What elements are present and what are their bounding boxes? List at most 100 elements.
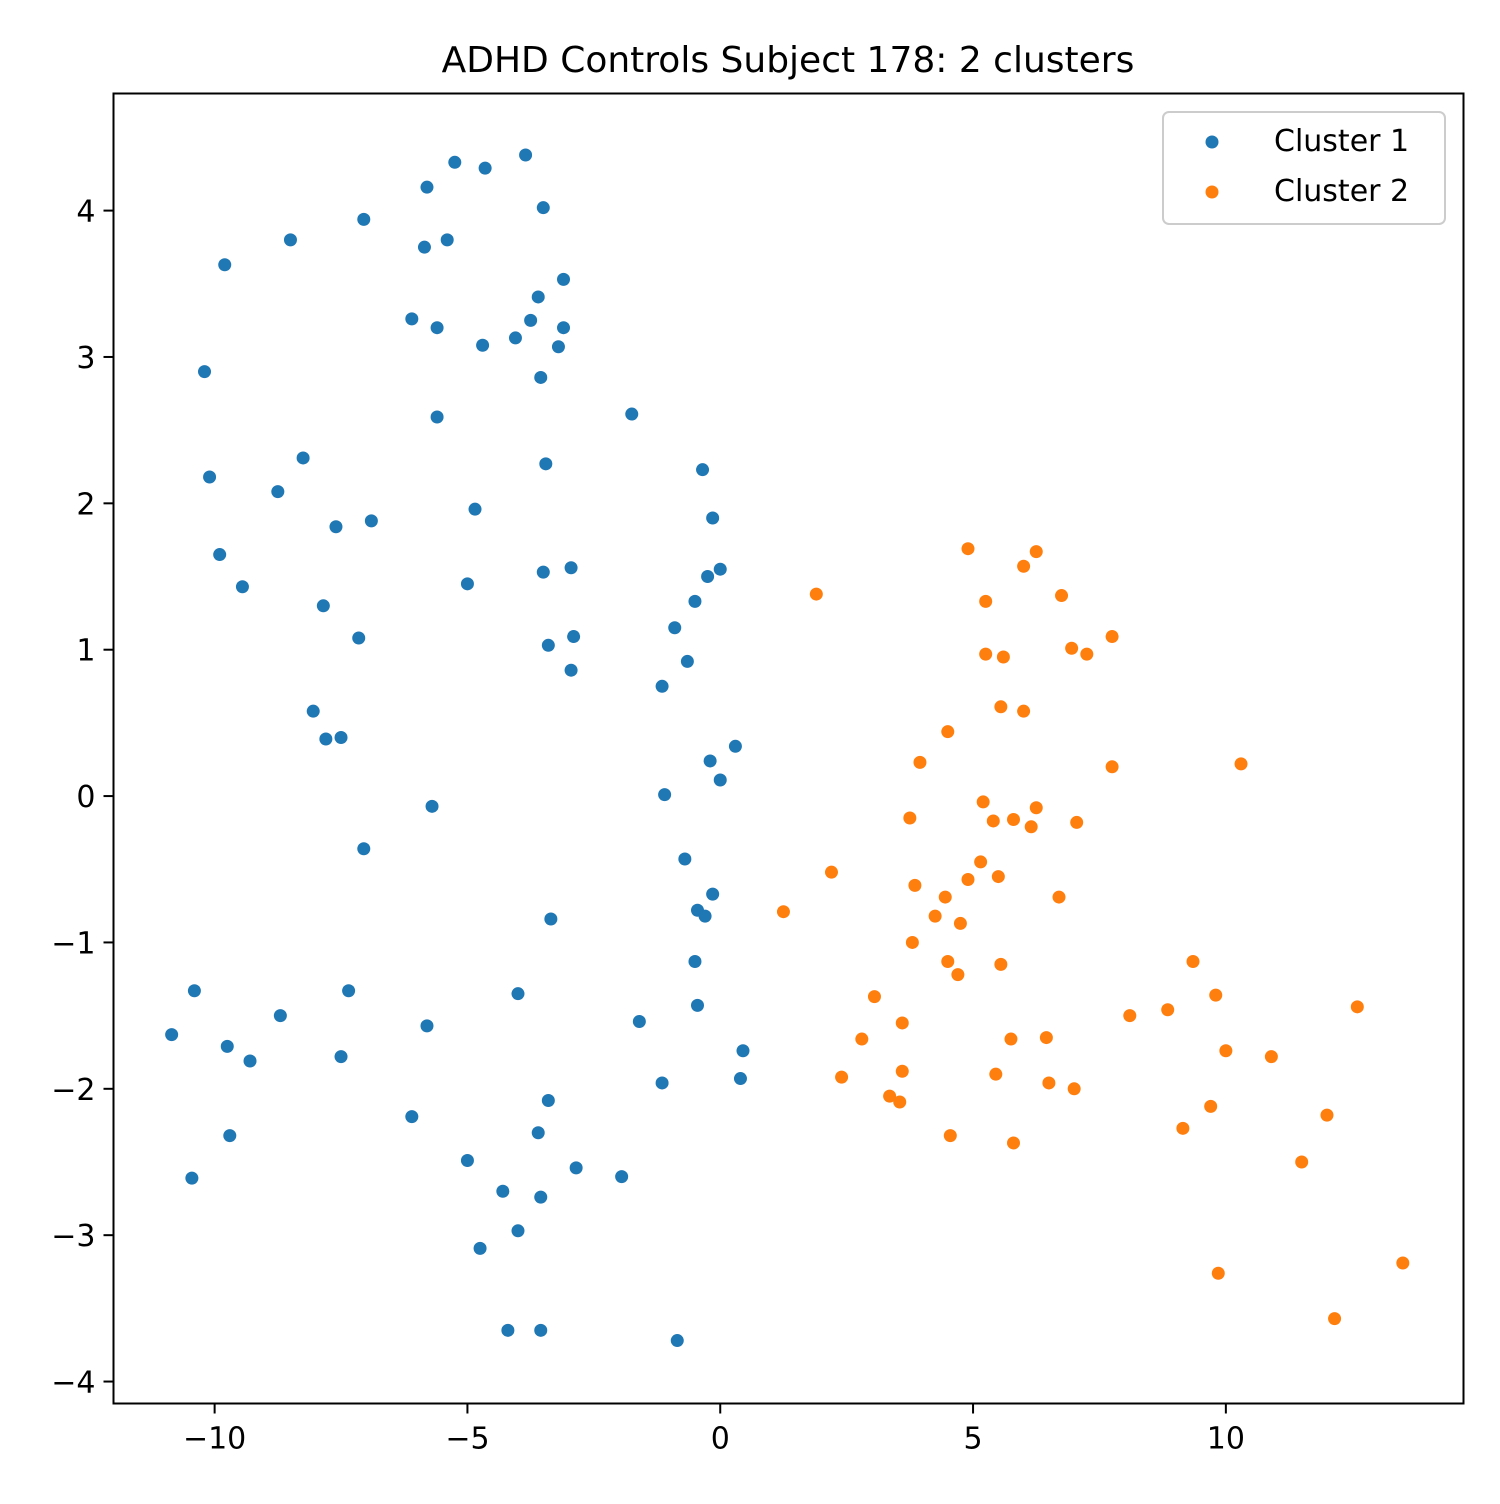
y-tick-label: 2 <box>76 487 95 522</box>
data-point <box>405 312 419 326</box>
data-point <box>357 212 371 226</box>
data-point <box>928 909 942 923</box>
data-point <box>283 233 297 247</box>
data-point <box>334 1050 348 1064</box>
data-point <box>218 258 232 272</box>
data-point <box>668 621 682 635</box>
data-point <box>564 663 578 677</box>
data-point <box>908 878 922 892</box>
data-point <box>1029 545 1043 559</box>
data-point <box>1176 1121 1190 1135</box>
data-point <box>544 912 558 926</box>
data-point <box>994 957 1008 971</box>
data-point <box>430 321 444 335</box>
data-point <box>688 954 702 968</box>
data-point <box>425 799 439 813</box>
data-point <box>1211 1266 1225 1280</box>
data-point <box>690 998 704 1012</box>
data-point <box>557 321 570 335</box>
data-point <box>203 470 217 484</box>
data-point <box>534 370 548 384</box>
data-point <box>541 1094 555 1108</box>
data-point <box>632 1014 646 1028</box>
data-point <box>706 511 720 525</box>
data-point <box>655 1076 669 1090</box>
data-point <box>478 161 492 175</box>
data-point <box>1065 641 1079 655</box>
data-point <box>519 148 533 162</box>
data-point <box>698 909 712 923</box>
data-point <box>658 788 672 802</box>
data-point <box>319 732 333 746</box>
data-point <box>185 1171 199 1185</box>
data-point <box>1161 1003 1175 1017</box>
data-point <box>551 340 565 354</box>
data-point <box>776 905 790 919</box>
data-point <box>678 852 692 866</box>
data-point <box>243 1054 257 1068</box>
data-point <box>1204 1099 1218 1113</box>
data-point <box>1209 988 1223 1002</box>
data-point <box>736 1044 750 1058</box>
data-point <box>306 704 320 718</box>
data-point <box>979 594 993 608</box>
data-point <box>541 638 555 652</box>
data-point <box>991 870 1005 884</box>
data-point <box>1350 1000 1364 1014</box>
data-point <box>835 1070 849 1084</box>
data-point <box>564 561 578 575</box>
data-point <box>713 773 727 787</box>
data-point <box>405 1110 419 1124</box>
data-point <box>986 814 1000 828</box>
data-point <box>296 451 310 465</box>
data-point <box>701 570 715 584</box>
data-point <box>1080 647 1094 661</box>
y-tick-label: −4 <box>51 1366 95 1401</box>
data-point <box>905 935 919 949</box>
data-point <box>187 984 201 998</box>
data-point <box>867 990 881 1004</box>
data-point <box>938 890 952 904</box>
data-point <box>1007 812 1020 826</box>
legend-marker <box>1205 135 1219 149</box>
data-point <box>334 731 348 745</box>
data-point <box>213 548 227 562</box>
data-point <box>220 1039 234 1053</box>
data-point <box>271 485 285 499</box>
data-point <box>342 984 356 998</box>
data-point <box>476 338 490 352</box>
data-point <box>1123 1009 1137 1023</box>
data-point <box>1219 1044 1233 1058</box>
data-point <box>531 1126 545 1140</box>
data-point <box>703 754 717 768</box>
data-point <box>536 201 550 215</box>
x-tick-label: 10 <box>1207 1422 1245 1457</box>
data-point <box>569 1161 583 1175</box>
data-point <box>364 514 378 528</box>
data-point <box>733 1072 747 1086</box>
legend-marker <box>1205 185 1219 199</box>
data-point <box>1017 559 1031 573</box>
data-point <box>329 520 343 534</box>
data-point <box>728 739 742 753</box>
series-cluster-1 <box>165 148 750 1348</box>
data-point <box>824 865 838 879</box>
data-point <box>1042 1076 1056 1090</box>
legend-box <box>1162 111 1446 225</box>
y-tick-label: 4 <box>76 195 95 230</box>
data-point <box>1017 704 1031 718</box>
data-point <box>961 873 975 886</box>
data-point <box>1105 760 1119 774</box>
data-point <box>1105 630 1119 644</box>
data-points <box>165 148 1410 1348</box>
y-axis: −4 −3 −2 −1 0 1 2 3 4 <box>51 195 114 1401</box>
y-tick-label: −2 <box>51 1073 95 1108</box>
data-point <box>235 580 249 594</box>
x-tick-label: 0 <box>711 1422 730 1457</box>
data-point <box>989 1067 1003 1081</box>
data-point <box>903 811 917 825</box>
data-point <box>501 1323 515 1337</box>
data-point <box>508 331 522 345</box>
data-point <box>511 987 525 1001</box>
y-tick-label: −1 <box>51 926 95 961</box>
